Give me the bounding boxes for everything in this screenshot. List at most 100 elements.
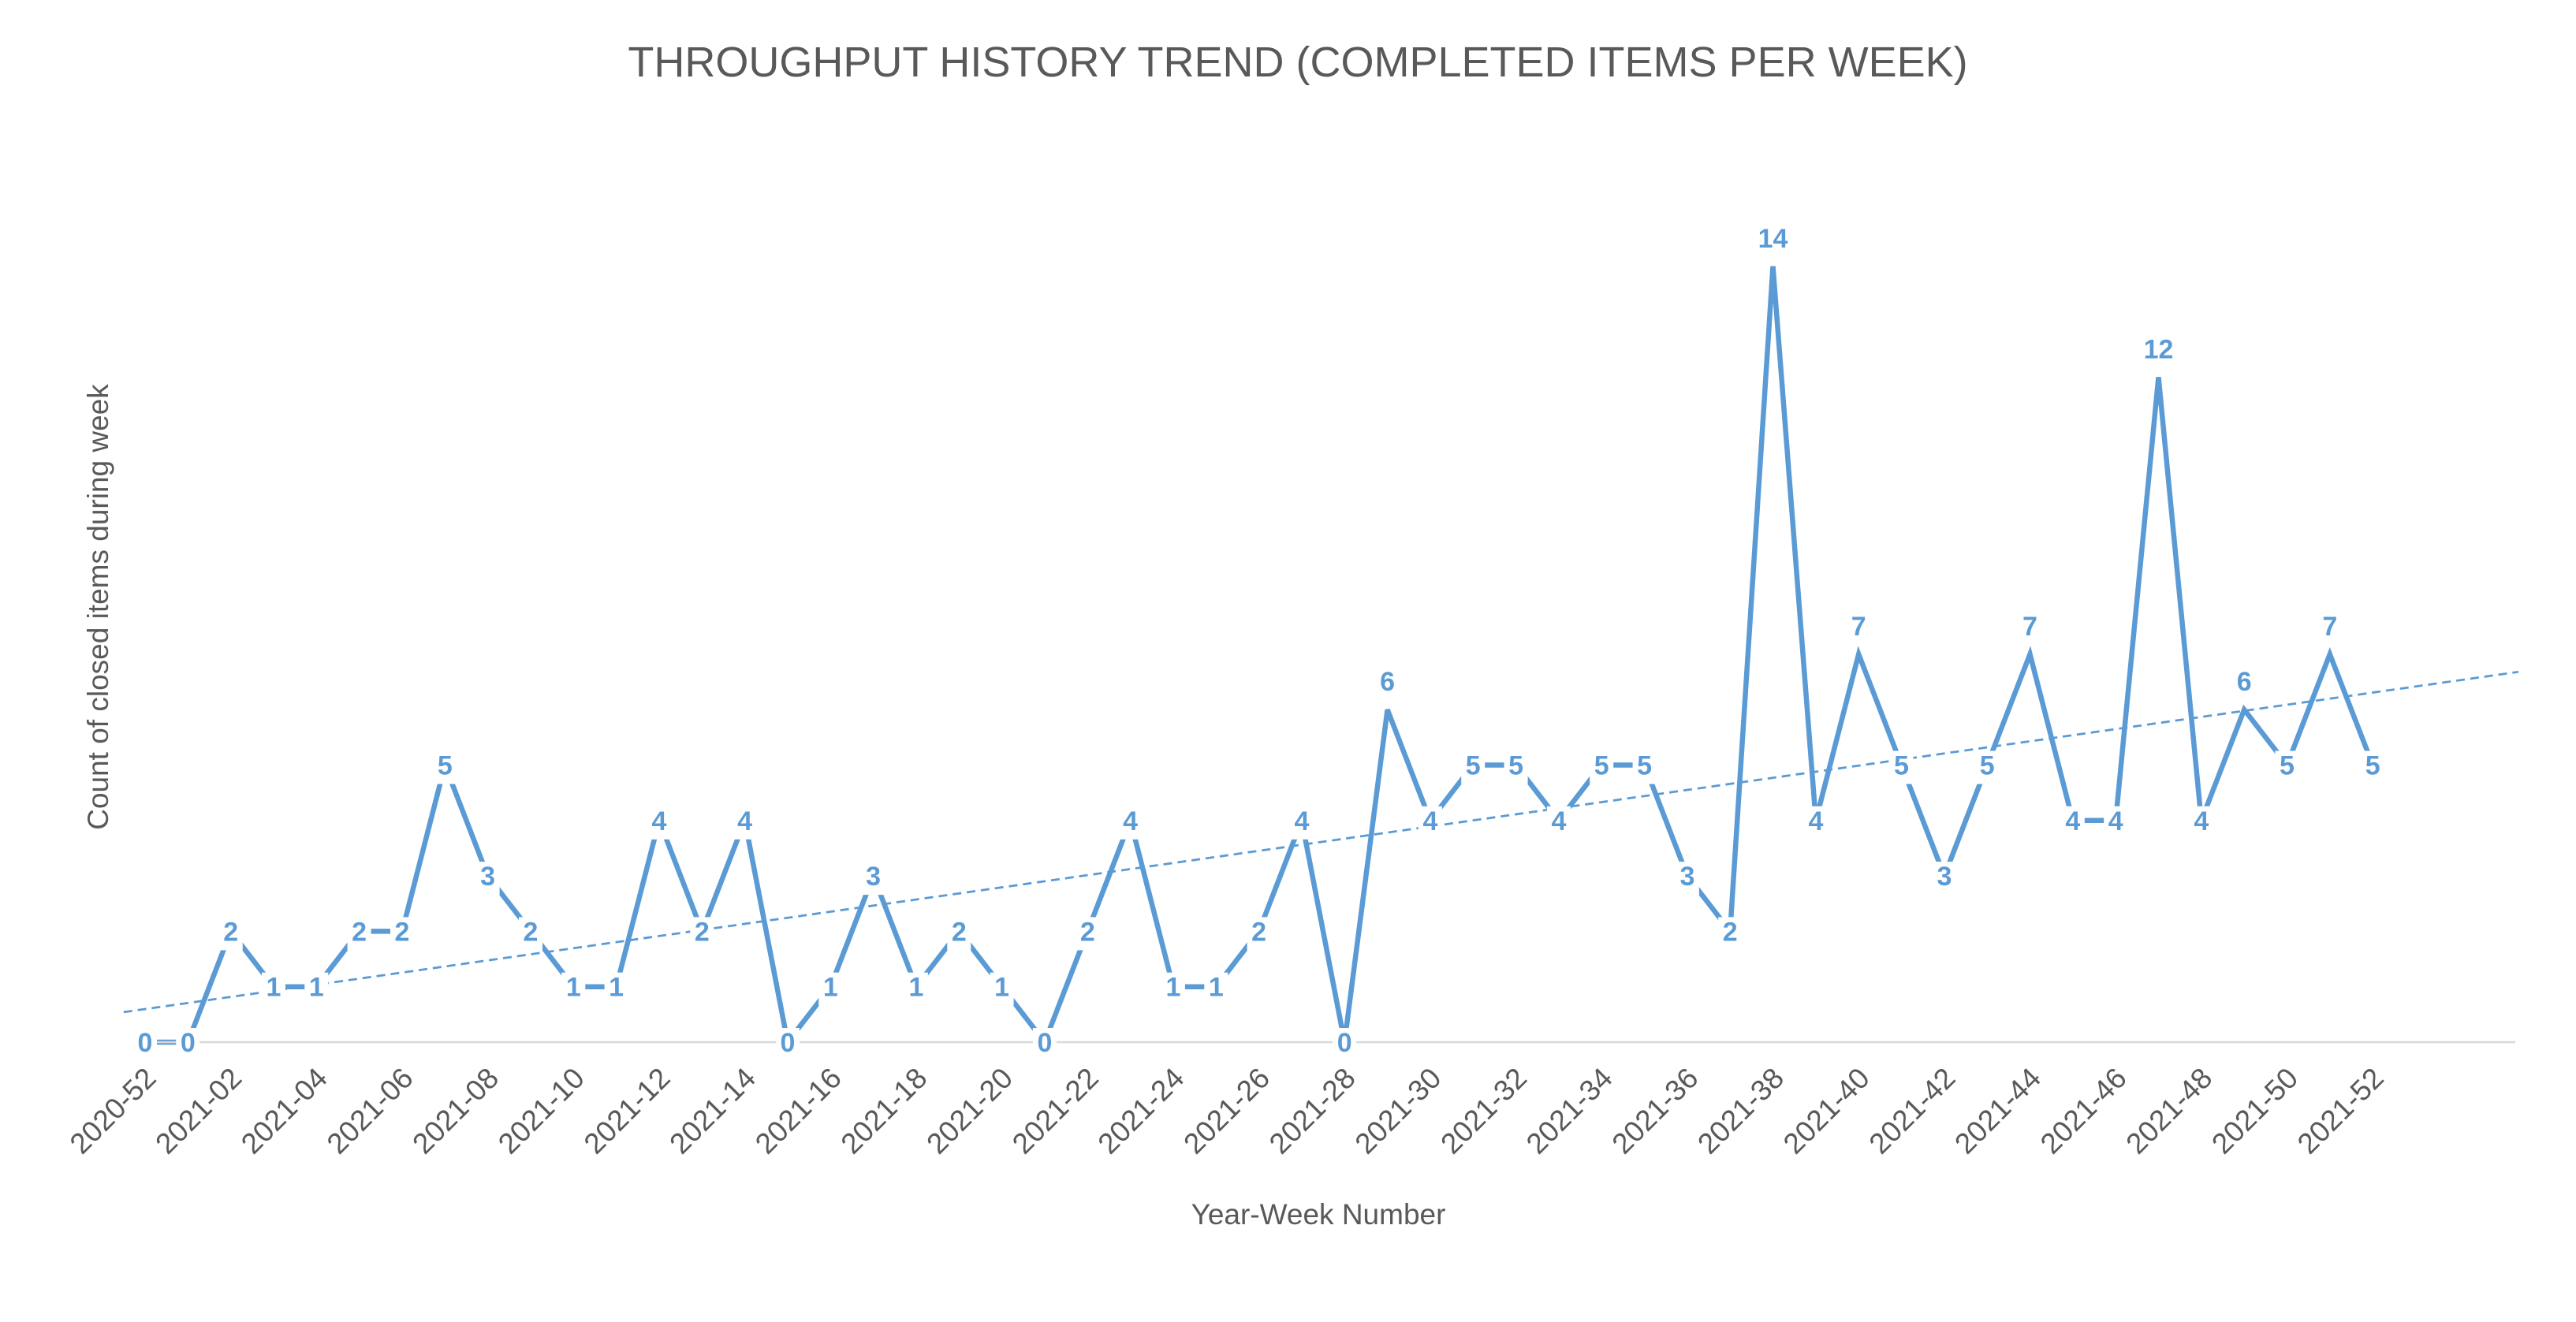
data-label-background: [304, 972, 329, 1006]
data-label: 1: [1209, 973, 1224, 1003]
data-label: 2: [1080, 917, 1095, 947]
x-tick-label: 2021-20: [920, 1062, 1019, 1160]
data-label-background: [1546, 806, 1571, 840]
data-label-background: [1032, 1028, 1057, 1061]
data-label-background: [1461, 750, 1486, 784]
data-label-background: [347, 917, 371, 951]
data-label-background: [861, 862, 885, 896]
data-label-background: [2317, 611, 2342, 645]
data-label: 0: [1037, 1028, 1052, 1058]
data-label: 2: [223, 917, 238, 947]
data-label-background: [2104, 806, 2128, 840]
x-tick-label: 2021-50: [2205, 1062, 2304, 1160]
data-label: 1: [609, 973, 624, 1003]
data-label-background: [1718, 917, 1743, 951]
data-label-background: [262, 972, 285, 1006]
x-tick-label: 2021-22: [1006, 1062, 1105, 1160]
data-label-background: [218, 917, 243, 951]
y-axis-title: Count of closed items during week: [82, 384, 114, 830]
data-label: 1: [309, 973, 324, 1003]
data-label: 5: [1466, 751, 1481, 781]
data-label-background: [1289, 806, 1314, 840]
data-label-background: [647, 806, 671, 840]
x-tick-label: 2020-52: [64, 1062, 162, 1160]
x-tick-label: 2021-52: [2291, 1062, 2390, 1160]
data-label-background: [733, 806, 757, 840]
data-label-background: [390, 917, 414, 951]
data-label-background: [2232, 667, 2257, 701]
data-label-background: [1333, 1028, 1357, 1061]
data-label-background: [1375, 667, 1400, 701]
data-label: 4: [1551, 806, 1566, 836]
data-label-background: [1675, 862, 1699, 896]
data-label: 4: [1294, 806, 1309, 836]
data-label-background: [133, 1028, 157, 1061]
chart-title: THROUGHPUT HISTORY TREND (COMPLETED ITEM…: [628, 39, 1967, 86]
data-label: 6: [1380, 667, 1395, 697]
data-label: 2: [695, 917, 710, 947]
data-label-background: [1632, 750, 1657, 784]
data-label: 14: [1758, 224, 1788, 254]
data-label-background: [1889, 750, 1914, 784]
data-label-background: [990, 972, 1014, 1006]
x-tick-label: 2021-44: [1948, 1062, 2047, 1160]
data-label: 12: [2144, 334, 2174, 364]
data-label-background: [1076, 917, 1100, 951]
data-label-background: [1847, 611, 1871, 645]
data-label: 2: [952, 917, 967, 947]
x-tick-label: 2021-08: [406, 1062, 505, 1160]
data-label: 3: [480, 862, 495, 892]
data-label: 4: [652, 806, 667, 836]
x-tick-label: 2021-12: [578, 1062, 677, 1160]
data-label: 3: [1937, 862, 1952, 892]
x-tick-label: 2021-28: [1263, 1062, 1362, 1160]
data-label-background: [947, 917, 971, 951]
data-label-background: [519, 917, 542, 951]
x-tick-label: 2021-38: [1691, 1062, 1790, 1160]
x-tick-label: 2021-04: [235, 1062, 334, 1160]
data-label: 1: [823, 973, 838, 1003]
x-tick-label-layer: 2020-522021-022021-042021-062021-082021-…: [64, 1062, 2390, 1160]
data-label-background: [1590, 750, 1614, 784]
data-label: 7: [2322, 612, 2337, 642]
x-tick-label: 2021-06: [321, 1062, 419, 1160]
x-tick-label: 2021-24: [1092, 1062, 1191, 1160]
data-label: 3: [866, 862, 881, 892]
data-label-background: [475, 862, 500, 896]
x-tick-label: 2021-48: [2119, 1062, 2218, 1160]
x-tick-label: 2021-30: [1349, 1062, 1448, 1160]
data-label: 0: [138, 1028, 153, 1058]
x-tick-label: 2021-18: [835, 1062, 934, 1160]
data-label: 3: [1679, 862, 1694, 892]
data-label-background: [2189, 806, 2213, 840]
data-label-background: [1204, 972, 1228, 1006]
data-label-background: [1754, 223, 1792, 257]
data-label-background: [604, 972, 628, 1006]
data-label-background: [2275, 750, 2299, 784]
data-label: 5: [1508, 751, 1523, 781]
data-label-background: [1247, 917, 1271, 951]
data-label: 2: [395, 917, 410, 947]
data-label-background: [1418, 806, 1442, 840]
data-label: 5: [438, 751, 453, 781]
data-label: 1: [566, 973, 581, 1003]
data-label: 5: [1894, 751, 1909, 781]
data-label: 2: [1251, 917, 1266, 947]
data-label-background: [2018, 611, 2042, 645]
data-label: 7: [1851, 612, 1866, 642]
data-label: 6: [2237, 667, 2252, 697]
data-label: 5: [1637, 751, 1652, 781]
x-tick-label: 2021-40: [1777, 1062, 1876, 1160]
data-label-background: [561, 972, 586, 1006]
data-label: 4: [2108, 806, 2123, 836]
data-label-background: [1161, 972, 1185, 1006]
data-label-background: [775, 1028, 800, 1061]
x-tick-label: 2021-14: [663, 1062, 762, 1160]
data-label-background: [690, 917, 714, 951]
data-label-background: [1975, 750, 2000, 784]
x-tick-label: 2021-36: [1606, 1062, 1705, 1160]
data-label-background: [1803, 806, 1828, 840]
x-tick-label: 2021-46: [2034, 1062, 2133, 1160]
data-label: 1: [1165, 973, 1180, 1003]
